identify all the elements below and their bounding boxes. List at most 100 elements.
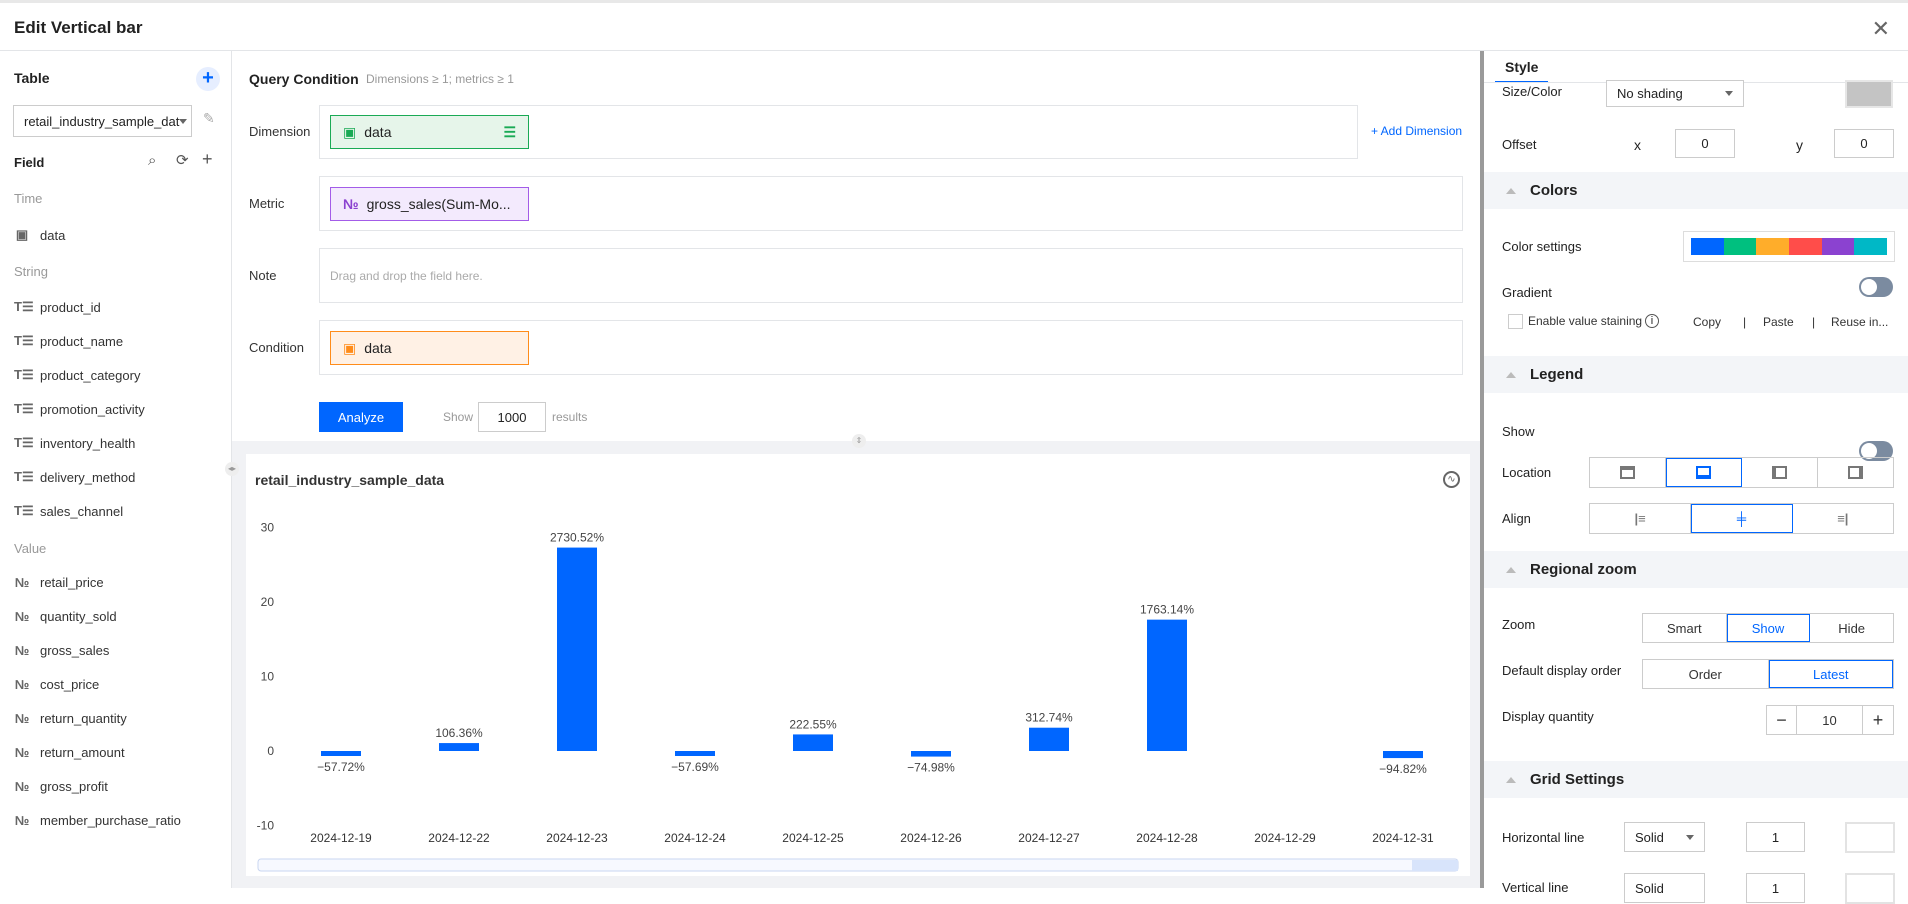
select-value: Solid [1635, 880, 1664, 896]
metric-chip[interactable]: № gross_sales(Sum-Mo... [330, 187, 529, 221]
field-item[interactable]: T☰ promotion_activity [14, 401, 145, 417]
field-item[interactable]: № return_amount [14, 745, 125, 760]
condition-chip[interactable]: ▣ data [330, 331, 529, 365]
info-icon[interactable]: i [1645, 314, 1659, 328]
x-tick-label: 2024-12-29 [1254, 831, 1316, 845]
increment-button[interactable]: + [1872, 709, 1884, 730]
bar [911, 751, 951, 757]
text-field-icon: T☰ [14, 401, 34, 416]
y-tick-label: 0 [267, 744, 274, 758]
field-item[interactable]: ▣ data [14, 227, 65, 243]
reuse-link[interactable]: Reuse in... [1831, 315, 1889, 329]
horizontal-line-color-swatch[interactable] [1845, 822, 1895, 853]
align-right-button[interactable]: ≡| [1793, 504, 1893, 533]
search-icon[interactable]: ⌕ [148, 152, 157, 169]
field-item[interactable]: № member_purchase_ratio [14, 813, 181, 828]
dimension-chip[interactable]: ▣ data ☰ [330, 115, 529, 149]
align-center-button[interactable]: ╪ [1691, 504, 1793, 533]
location-top-button[interactable] [1590, 458, 1666, 487]
analyze-button[interactable]: Analyze [319, 402, 403, 432]
shading-color-swatch[interactable] [1845, 80, 1893, 108]
legend-location-group [1589, 457, 1894, 488]
field-item[interactable]: № gross_profit [14, 779, 108, 794]
field-item[interactable]: № gross_sales [14, 643, 110, 658]
field-item[interactable]: № retail_price [14, 575, 104, 590]
vertical-line-color-swatch[interactable] [1845, 873, 1895, 904]
horizontal-line-style-select[interactable]: Solid [1624, 822, 1705, 852]
location-left-button[interactable] [1742, 458, 1818, 487]
results-count-input[interactable]: 1000 [478, 402, 546, 432]
field-item[interactable]: № return_quantity [14, 711, 127, 726]
data-label: −57.72% [317, 760, 365, 774]
field-item[interactable]: T☰ delivery_method [14, 469, 135, 485]
offset-x-input[interactable]: 0 [1675, 129, 1735, 158]
add-dimension-link[interactable]: + Add Dimension [1371, 124, 1463, 138]
zoom-smart-button[interactable]: Smart [1643, 614, 1727, 642]
style-panel [1480, 51, 1908, 888]
add-table-icon[interactable]: + [196, 67, 220, 91]
align-left-icon: |≡ [1634, 511, 1646, 526]
resize-handle[interactable]: ⇕ [852, 434, 866, 448]
order-button[interactable]: Order [1643, 660, 1769, 688]
value-staining-checkbox[interactable] [1508, 314, 1523, 329]
palette-color [1723, 238, 1757, 255]
legend-align-group: |≡ ╪ ≡| [1589, 503, 1894, 534]
data-label: 222.55% [789, 717, 837, 731]
layout-top-icon [1620, 466, 1635, 479]
field-item[interactable]: № quantity_sold [14, 609, 117, 624]
quantity-input[interactable]: 10 [1797, 706, 1863, 734]
zoom-show-button[interactable]: Show [1726, 614, 1811, 642]
collapse-handle[interactable]: ◂▸ [225, 462, 239, 476]
grid-section-header[interactable]: Grid Settings [1484, 761, 1908, 798]
field-label: return_amount [40, 745, 125, 760]
location-bottom-button[interactable] [1666, 458, 1742, 487]
location-right-button[interactable] [1818, 458, 1893, 487]
field-item[interactable]: № cost_price [14, 677, 100, 692]
tab-style[interactable]: Style [1495, 59, 1549, 83]
y-tick-label: 20 [261, 595, 275, 609]
field-label: promotion_activity [40, 401, 145, 417]
close-icon[interactable]: ✕ [1871, 16, 1890, 41]
table-select[interactable]: retail_industry_sample_dat [13, 105, 192, 137]
add-field-icon[interactable]: + [202, 149, 213, 169]
number-field-icon: № [14, 745, 30, 760]
gradient-toggle[interactable] [1859, 277, 1893, 297]
shading-select[interactable]: No shading [1606, 80, 1744, 107]
note-dropzone[interactable]: Drag and drop the field here. [319, 248, 1463, 303]
value-staining-label: Enable value staining [1528, 314, 1643, 328]
color-palette[interactable] [1683, 231, 1895, 262]
colors-section-header[interactable]: Colors [1484, 172, 1908, 209]
field-item[interactable]: T☰ inventory_health [14, 435, 135, 451]
vertical-line-width-input[interactable]: 1 [1746, 873, 1805, 903]
legend-show-toggle[interactable] [1859, 441, 1893, 461]
y-tick-label: 30 [261, 521, 275, 535]
chart-type-icon[interactable]: ∿ [1443, 471, 1460, 488]
paste-link[interactable]: Paste [1763, 315, 1794, 329]
align-label: Align [1502, 511, 1531, 526]
legend-section-header[interactable]: Legend [1484, 356, 1908, 393]
copy-link[interactable]: Copy [1693, 315, 1722, 329]
bar [439, 743, 479, 751]
vertical-line-style-select[interactable]: Solid [1624, 873, 1705, 903]
chevron-down-icon [179, 118, 188, 124]
refresh-icon[interactable]: ⟳ [176, 152, 189, 169]
calendar-icon: ▣ [343, 339, 357, 356]
number-field-icon: № [14, 779, 30, 794]
text-field-icon: T☰ [14, 503, 34, 518]
field-item[interactable]: T☰ product_id [14, 299, 101, 315]
horizontal-line-width-input[interactable]: 1 [1746, 822, 1805, 852]
sort-icon[interactable]: ☰ [503, 123, 516, 140]
latest-button[interactable]: Latest [1768, 660, 1893, 688]
condition-dropzone[interactable] [319, 320, 1463, 375]
field-item[interactable]: T☰ product_category [14, 367, 140, 383]
align-left-button[interactable]: |≡ [1590, 504, 1692, 533]
field-item[interactable]: T☰ sales_channel [14, 503, 123, 519]
regional-zoom-section-header[interactable]: Regional zoom [1484, 551, 1908, 588]
offset-y-input[interactable]: 0 [1834, 129, 1894, 158]
query-title: Query Condition [249, 71, 359, 87]
field-item[interactable]: T☰ product_name [14, 333, 123, 349]
zoom-hide-button[interactable]: Hide [1838, 620, 1866, 636]
edit-icon[interactable]: ✎ [203, 110, 215, 126]
decrement-button[interactable]: − [1767, 706, 1797, 734]
zoom-slider-track [257, 858, 1459, 872]
